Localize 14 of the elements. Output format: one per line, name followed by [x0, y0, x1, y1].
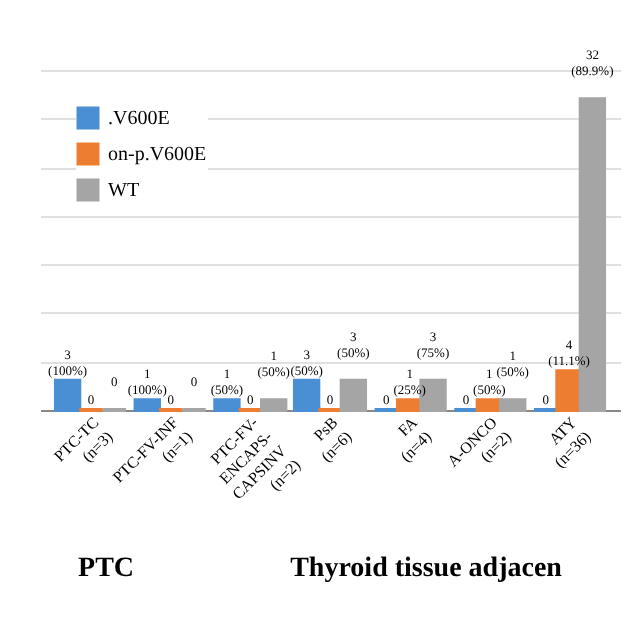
- bar: [213, 398, 241, 412]
- legend-label: on-p.V600E: [108, 144, 207, 166]
- bar: [339, 378, 368, 412]
- text: Thyroid tissue adjacen: [290, 554, 562, 586]
- bar: [499, 398, 527, 412]
- bar: [53, 378, 82, 412]
- legend-label: .V600E: [108, 108, 170, 130]
- legend-label: WT: [108, 180, 140, 202]
- bar: [395, 398, 424, 412]
- text: PTC: [78, 554, 135, 586]
- bar: [133, 398, 161, 412]
- bar: [260, 398, 288, 412]
- bar: [292, 378, 321, 412]
- bar: [475, 398, 504, 412]
